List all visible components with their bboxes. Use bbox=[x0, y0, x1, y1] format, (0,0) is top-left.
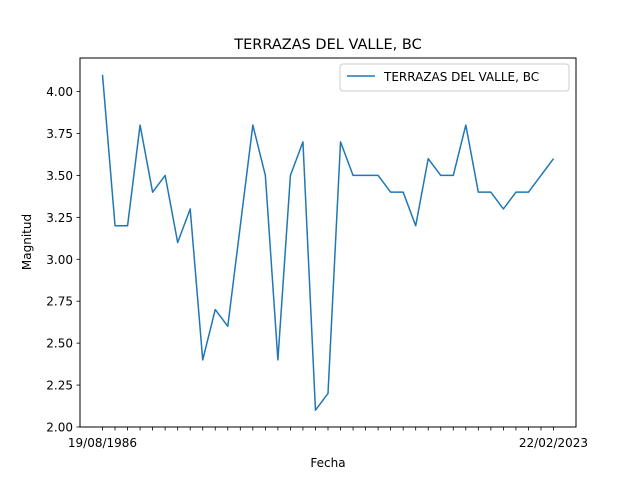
y-tick-label: 3.50 bbox=[46, 169, 73, 183]
y-tick-label: 3.00 bbox=[46, 253, 73, 267]
chart-title: TERRAZAS DEL VALLE, BC bbox=[233, 37, 421, 53]
y-axis-label: Magnitud bbox=[20, 214, 34, 270]
x-axis-label: Fecha bbox=[310, 456, 345, 470]
y-axis: 2.00 2.25 2.50 2.75 3.00 3.25 3.50 3.75 4.00 bbox=[46, 85, 80, 435]
y-tick-label: 3.25 bbox=[46, 211, 73, 225]
series-line bbox=[101, 74, 555, 411]
y-tick-label: 4.00 bbox=[46, 85, 73, 99]
legend: TERRAZAS DEL VALLE, BC bbox=[339, 63, 570, 92]
x-tick-label-first: 19/08/1986 bbox=[68, 436, 137, 450]
legend-box bbox=[339, 63, 570, 92]
legend-label: TERRAZAS DEL VALLE, BC bbox=[383, 70, 539, 84]
y-tick-label: 3.75 bbox=[46, 127, 73, 141]
series-layer bbox=[101, 74, 555, 411]
y-tick-label: 2.75 bbox=[46, 295, 73, 309]
y-tick-label: 2.00 bbox=[46, 421, 73, 435]
y-tick-label: 2.25 bbox=[46, 379, 73, 393]
y-tick-label: 2.50 bbox=[46, 337, 73, 351]
x-tick-label-last: 22/02/2023 bbox=[519, 436, 588, 450]
x-axis: 19/08/1986 22/02/2023 bbox=[68, 427, 588, 450]
